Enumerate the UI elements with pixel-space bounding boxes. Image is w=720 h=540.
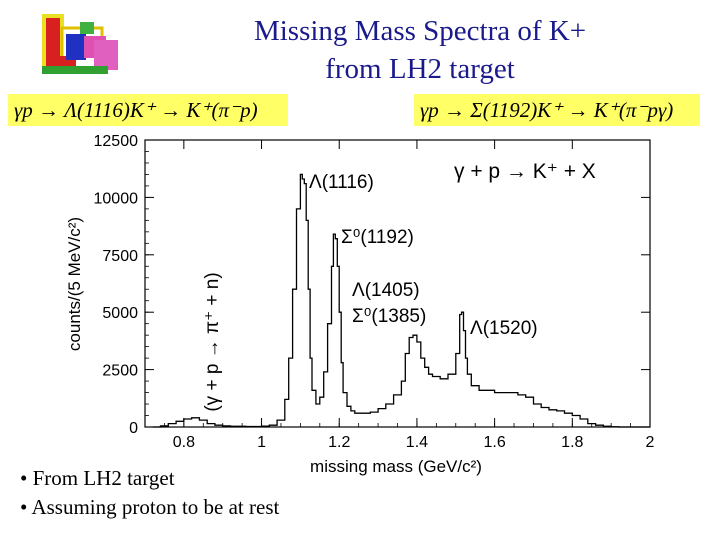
x-tick-label: 0.8: [173, 434, 195, 451]
x-tick-label: 1.6: [483, 434, 505, 451]
reaction-label: γ + p → K⁺ + X: [454, 160, 596, 183]
vertical-reaction-label: (γ + p → π⁺ + n): [202, 272, 223, 411]
annotation-sigma-1385: Σ⁰(1385): [352, 306, 426, 327]
y-tick-label: 0: [129, 420, 138, 437]
bullet-list: • From LH2 target • Assuming proton to b…: [20, 464, 279, 522]
leps-logo: [42, 14, 118, 74]
y-tick-label: 12500: [94, 133, 139, 150]
annotation-lambda-1116: Λ(1116): [309, 172, 374, 193]
annotation-lambda-1520: Λ(1520): [470, 318, 538, 339]
title-line-2: from LH2 target: [325, 53, 515, 85]
y-axis-label: counts/(5 MeV/c²): [65, 217, 84, 351]
y-tick-label: 2500: [102, 363, 138, 380]
y-tick-label: 10000: [94, 190, 139, 207]
x-axis-label: missing mass (GeV/c²): [310, 457, 482, 476]
x-tick-label: 1.8: [561, 434, 583, 451]
reaction-sigma-box: γp → Σ(1192)K⁺ → K⁺(π⁻pγ): [414, 94, 700, 126]
bullet-item-2: • Assuming proton to be at rest: [20, 495, 280, 519]
annotation-sigma-1192: Σ⁰(1192): [341, 227, 414, 248]
plot-ticks: 0.8 1 1.2 1.4 1.6 1.8 2 0 2500 5000 7500 10000 12500: [94, 133, 655, 451]
y-tick-label: 5000: [102, 305, 138, 322]
y-tick-label: 7500: [102, 248, 138, 265]
bullet-item-1: • From LH2 target: [20, 466, 175, 490]
title-line-1: Missing Mass Spectra of K+: [253, 15, 587, 47]
x-tick-label: 2: [646, 434, 655, 451]
x-tick-label: 1.2: [328, 434, 350, 451]
histogram-line: [152, 173, 650, 428]
annotation-lambda-1405: Λ(1405): [352, 280, 420, 301]
reaction-lambda-box: γp → Λ(1116)K⁺ → K⁺(π⁻p): [8, 94, 288, 126]
slide-title: Missing Mass Spectra of K+ from LH2 targ…: [175, 12, 665, 88]
x-tick-label: 1.4: [406, 434, 428, 451]
x-tick-label: 1: [257, 434, 266, 451]
